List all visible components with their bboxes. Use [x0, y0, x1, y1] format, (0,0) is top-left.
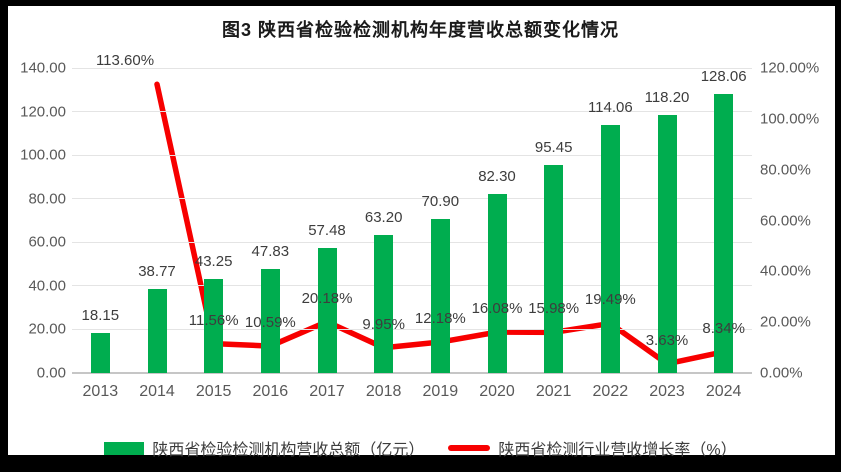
growth-point-label: 20.18%	[301, 289, 353, 307]
x-tick-label: 2014	[139, 383, 175, 400]
y-left-tick-label: 40.00	[28, 277, 66, 295]
growth-point-label: 113.60%	[95, 52, 155, 70]
y-left-tick-label: 0.00	[36, 364, 66, 382]
bar-2024	[714, 94, 734, 373]
x-axis-line	[72, 372, 752, 374]
bar-value-label: 18.15	[81, 307, 120, 325]
y-right-tick-label: 80.00%	[760, 161, 811, 179]
bar-2021	[544, 165, 564, 373]
bar-2014	[147, 288, 167, 373]
growth-point-label: 15.98%	[528, 300, 580, 318]
growth-point-label: 12.18%	[414, 310, 466, 328]
bar-value-label: 118.20	[644, 89, 690, 107]
legend-bar-swatch	[104, 441, 145, 455]
x-tick-label: 2016	[252, 383, 289, 400]
bar-2023	[657, 115, 677, 373]
y-right-tick-label: 20.00%	[760, 313, 811, 331]
bar-value-label: 57.48	[308, 221, 346, 239]
bar-value-label: 38.77	[138, 262, 176, 280]
bar-2015	[204, 278, 224, 373]
bar-value-label: 114.06	[587, 98, 633, 116]
bar-2018	[374, 235, 394, 373]
y-right-tick-label: 60.00%	[760, 212, 811, 229]
growth-point-label: 3.63%	[645, 331, 689, 349]
y-right-tick-label: 40.00%	[760, 262, 811, 280]
chart-title: 图3 陕西省检验检测机构年度营收总额变化情况	[221, 20, 619, 40]
growth-point-label: 11.56%	[188, 311, 239, 329]
legend-bar-label: 陕西省检验检测机构营收总额（亿元）	[152, 442, 425, 459]
growth-point-label: 9.95%	[362, 315, 405, 333]
y-right-tick-label: 120.00%	[760, 59, 820, 77]
legend: 陕西省检验检测机构营收总额（亿元） 陕西省检测行业营收增长率（%）	[0, 436, 841, 460]
x-tick-label: 2020	[479, 383, 515, 400]
growth-point-label: 19.49%	[584, 291, 636, 309]
growth-point-label: 8.34%	[702, 319, 745, 337]
y-left-tick-label: 140.00	[20, 59, 66, 77]
x-tick-label: 2015	[195, 383, 232, 400]
bar-2017	[317, 247, 337, 373]
gridline	[72, 154, 752, 156]
bar-value-label: 70.90	[421, 192, 460, 210]
bar-2016	[260, 268, 280, 373]
y-right-tick-label: 0.00%	[760, 364, 803, 382]
gridline	[72, 67, 752, 69]
bar-2019	[430, 218, 450, 373]
x-tick-label: 2019	[422, 383, 459, 400]
gridline	[72, 111, 752, 113]
x-tick-label: 2021	[535, 383, 572, 400]
gridline	[72, 328, 752, 330]
bar-value-label: 95.45	[534, 139, 573, 157]
x-tick-label: 2023	[649, 383, 685, 400]
bar-2013	[90, 333, 110, 373]
x-tick-label: 2024	[705, 383, 742, 400]
x-tick-label: 2013	[82, 383, 119, 400]
bar-value-label: 128.06	[700, 68, 747, 85]
y-left-tick-label: 120.00	[20, 103, 66, 121]
y-left-tick-label: 100.00	[20, 146, 66, 164]
x-tick-label: 2017	[309, 383, 345, 400]
y-left-tick-label: 80.00	[28, 190, 66, 208]
growth-point-label: 10.59%	[244, 314, 296, 332]
gridline	[72, 241, 752, 243]
growth-point-label: 16.08%	[471, 300, 523, 318]
x-tick-label: 2022	[592, 383, 629, 400]
y-right-tick-label: 100.00%	[760, 110, 820, 128]
legend-line-swatch	[448, 445, 491, 451]
bar-2020	[487, 193, 507, 373]
bar-value-label: 43.25	[194, 252, 233, 270]
y-left-tick-label: 20.00	[28, 320, 66, 338]
bar-value-label: 63.20	[364, 209, 403, 227]
gridline	[72, 285, 752, 287]
bar-2022	[600, 124, 620, 373]
legend-line-label: 陕西省检测行业营收增长率（%）	[498, 442, 737, 459]
x-tick-label: 2018	[365, 383, 402, 400]
gridline	[72, 198, 752, 200]
y-left-tick-label: 60.00	[28, 233, 66, 251]
bar-value-label: 82.30	[478, 167, 516, 185]
bar-value-label: 47.83	[251, 242, 290, 260]
